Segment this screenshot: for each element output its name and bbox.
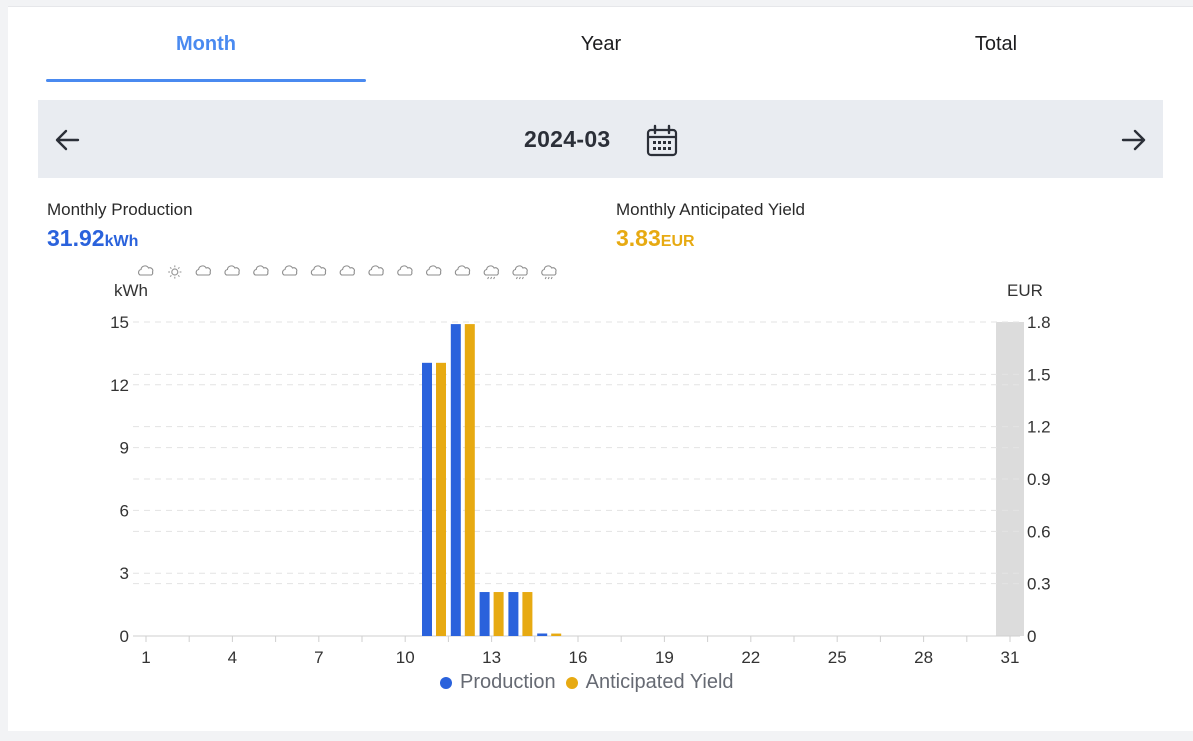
y-left-tick-label: 15	[110, 313, 129, 332]
rain-icon	[483, 265, 499, 280]
y-right-tick-label: 0.3	[1027, 575, 1051, 594]
legend-dot-yield	[565, 676, 578, 689]
production-unit: kWh	[104, 233, 139, 250]
bar-production	[450, 324, 461, 636]
cloud-icon	[339, 265, 355, 276]
tab-total[interactable]: Total	[974, 33, 1018, 55]
bar-anticipated-yield	[551, 633, 562, 636]
x-tick-label: 16	[569, 648, 588, 667]
y-right-tick-label: 1.2	[1027, 418, 1051, 437]
legend-yield[interactable]: Anticipated Yield	[565, 671, 734, 694]
cloud-icon	[224, 265, 240, 276]
yield-number: 3.83	[616, 225, 661, 251]
cloud-icon	[282, 265, 298, 276]
x-tick-label: 31	[1001, 648, 1020, 667]
sun-icon	[168, 265, 182, 279]
x-tick-label: 19	[655, 648, 674, 667]
bar-anticipated-yield	[493, 592, 504, 636]
bar-anticipated-yield	[464, 324, 475, 636]
legend-label-production: Production	[460, 671, 556, 693]
cloud-icon	[368, 265, 384, 276]
x-tick-label: 1	[141, 648, 150, 667]
legend-label-yield: Anticipated Yield	[585, 671, 734, 693]
cloud-icon	[253, 265, 269, 276]
cloud-icon	[195, 265, 211, 276]
yield-label: Monthly Anticipated Yield	[616, 200, 806, 219]
yield-value: 3.83EUR	[616, 225, 695, 252]
rain-icon	[541, 265, 557, 280]
y-right-tick-label: 0.6	[1027, 522, 1051, 541]
period-tabs: Month Year Total	[8, 7, 1193, 87]
y-left-tick-label: 0	[120, 627, 129, 646]
y-right-tick-label: 1.5	[1027, 365, 1051, 384]
current-period[interactable]: 2024-03	[524, 126, 611, 152]
rain-icon	[512, 265, 528, 280]
bar-anticipated-yield	[522, 592, 533, 636]
stats-card: Month Year Total 2024-03 Monthly Pro	[8, 6, 1193, 731]
tab-year[interactable]: Year	[580, 33, 622, 55]
y-left-tick-label: 6	[120, 501, 129, 520]
cloud-icon	[426, 265, 442, 276]
x-tick-label: 25	[828, 648, 847, 667]
y-left-tick-label: 9	[120, 439, 129, 458]
arrow-right-icon[interactable]	[1115, 122, 1151, 158]
y-right-unit: EUR	[1007, 281, 1043, 300]
production-label: Monthly Production	[47, 200, 193, 219]
x-tick-label: 4	[228, 648, 237, 667]
x-tick-label: 10	[396, 648, 415, 667]
y-left-unit: kWh	[114, 281, 148, 300]
bar-production	[422, 362, 432, 636]
bar-production	[479, 592, 490, 636]
x-tick-label: 28	[914, 648, 933, 667]
active-tab-indicator	[46, 79, 366, 82]
y-left-tick-label: 12	[110, 376, 129, 395]
x-tick-label: 7	[314, 648, 323, 667]
yield-unit: EUR	[660, 233, 695, 250]
cloud-icon	[138, 265, 154, 276]
y-right-tick-label: 0	[1027, 627, 1036, 646]
y-right-tick-label: 0.9	[1027, 470, 1051, 489]
highlight-band	[996, 322, 1024, 636]
production-number: 31.92	[47, 225, 105, 251]
cloud-icon	[454, 265, 471, 276]
cloud-icon	[310, 265, 327, 276]
x-tick-label: 22	[741, 648, 760, 667]
cloud-icon	[397, 265, 413, 276]
x-tick-label: 13	[482, 648, 501, 667]
tab-month[interactable]: Month	[176, 33, 236, 55]
date-navigator: 2024-03	[38, 100, 1163, 178]
bar-production	[537, 633, 548, 636]
arrow-left-icon[interactable]	[50, 122, 86, 158]
bar-anticipated-yield	[436, 362, 446, 636]
chart-legend: Production Anticipated Yield	[440, 671, 744, 694]
legend-dot-production	[440, 676, 452, 689]
production-value: 31.92kWh	[47, 225, 138, 252]
y-left-tick-label: 3	[120, 564, 129, 583]
y-right-tick-label: 1.8	[1027, 313, 1051, 332]
calendar-icon[interactable]	[645, 124, 679, 158]
bar-production	[508, 592, 519, 636]
legend-production[interactable]: Production	[440, 671, 556, 694]
